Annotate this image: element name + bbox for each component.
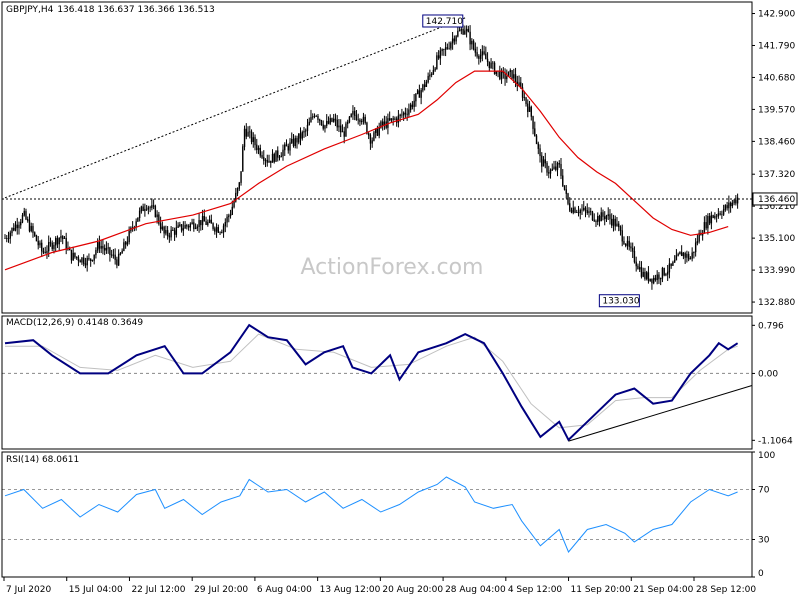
time-tick-label: 20 Aug 20:00	[382, 585, 443, 595]
macd-axis-ticks: 0.796 0.00 -1.1064	[752, 321, 793, 446]
current-price-label: 136.460	[752, 192, 798, 206]
low-annotation: 133.030	[598, 294, 640, 308]
panel-frame-price	[1, 1, 753, 314]
resistance-trendline	[4, 17, 466, 199]
macd-line	[4, 323, 739, 442]
time-tick-label: 21 Sep 04:00	[633, 585, 693, 595]
gridlines	[2, 372, 752, 540]
rsi-title: RSI(14) 68.0611	[6, 455, 79, 465]
time-axis-ticks: 7 Jul 2020 15 Jul 04:00 22 Jul 12:00 29 Jul…	[3, 577, 756, 595]
time-tick-label: 6 Aug 04:00	[257, 585, 312, 595]
rsi-panel	[4, 476, 738, 553]
rsi-tick-label: 100	[758, 451, 775, 461]
rsi-line	[4, 476, 738, 553]
macd-tick-label: 0.00	[758, 369, 778, 379]
price-tick-label: 140.680	[758, 73, 795, 83]
price-tick-label: 136.210	[758, 202, 795, 212]
time-tick-label: 22 Jul 12:00	[131, 585, 185, 595]
price-tick-label: 135.100	[758, 234, 795, 244]
price-tick-label: 137.320	[758, 170, 795, 180]
price-candles	[4, 23, 739, 290]
svg-text:136.460: 136.460	[758, 195, 795, 205]
rsi-tick-label: 30	[758, 536, 770, 546]
macd-title: MACD(12,26,9) 0.4148 0.3649	[6, 318, 143, 328]
price-tick-label: 133.990	[758, 266, 795, 276]
macd-panel	[4, 323, 753, 442]
price-tick-label: 139.570	[758, 105, 795, 115]
panel-frame-macd	[1, 315, 753, 450]
macd-support-trendline	[568, 385, 753, 442]
time-tick-label: 13 Aug 12:00	[320, 585, 381, 595]
svg-text:133.030: 133.030	[602, 297, 639, 307]
watermark: ActionForex.com	[301, 255, 484, 280]
time-tick-label: 11 Sep 20:00	[571, 585, 631, 595]
rsi-axis-ticks: 100 70 30 0	[752, 451, 775, 579]
time-tick-label: 4 Sep 12:00	[508, 585, 563, 595]
time-tick-label: 28 Aug 04:00	[445, 585, 506, 595]
rsi-tick-label: 70	[758, 486, 770, 496]
high-annotation: 142.710	[422, 14, 464, 28]
price-tick-label: 141.790	[758, 41, 795, 51]
macd-tick-label: 0.796	[758, 321, 784, 331]
price-tick-label: 132.880	[758, 298, 795, 308]
macd-signal-line	[5, 333, 738, 429]
macd-tick-label: -1.1064	[758, 436, 793, 446]
time-tick-label: 28 Sep 12:00	[696, 585, 756, 595]
price-tick-label: 138.460	[758, 137, 795, 147]
time-tick-label: 29 Jul 20:00	[194, 585, 248, 595]
time-tick-label: 15 Jul 04:00	[69, 585, 123, 595]
panel-frames	[1, 1, 753, 578]
price-tick-label: 142.900	[758, 10, 795, 20]
price-axis-ticks: 142.900 141.790 140.680 139.570 138.460 137.3…	[752, 10, 795, 308]
rsi-tick-label: 0	[758, 569, 764, 579]
svg-text:142.710: 142.710	[426, 17, 463, 27]
panel-frame-rsi	[1, 451, 753, 578]
price-header: GBPJPY,H4 136.418 136.637 136.366 136.513	[6, 5, 215, 15]
moving-average-line	[4, 70, 729, 271]
time-tick-label: 7 Jul 2020	[6, 585, 51, 595]
